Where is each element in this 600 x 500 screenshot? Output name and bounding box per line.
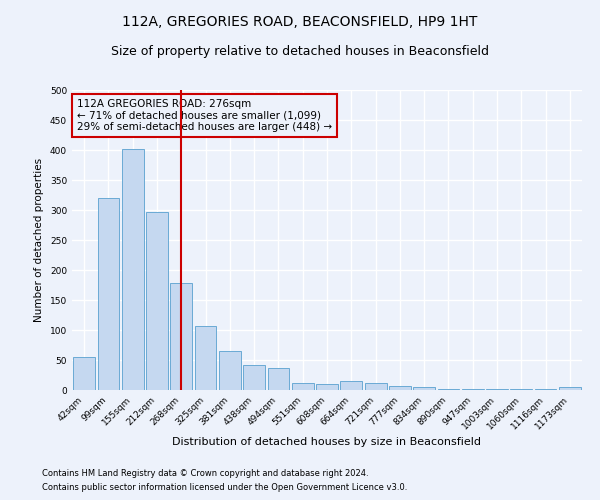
Bar xyxy=(340,381,362,390)
Text: Size of property relative to detached houses in Beaconsfield: Size of property relative to detached ho… xyxy=(111,45,489,58)
Bar xyxy=(194,326,217,390)
Bar xyxy=(292,383,314,390)
Bar xyxy=(316,384,338,390)
Bar xyxy=(243,365,265,390)
Text: 112A, GREGORIES ROAD, BEACONSFIELD, HP9 1HT: 112A, GREGORIES ROAD, BEACONSFIELD, HP9 … xyxy=(122,15,478,29)
Text: Contains public sector information licensed under the Open Government Licence v3: Contains public sector information licen… xyxy=(42,484,407,492)
Bar xyxy=(170,283,192,390)
Y-axis label: Number of detached properties: Number of detached properties xyxy=(34,158,44,322)
Bar xyxy=(268,368,289,390)
Bar xyxy=(146,212,168,390)
Bar xyxy=(73,357,95,390)
Bar xyxy=(365,384,386,390)
Text: 112A GREGORIES ROAD: 276sqm
← 71% of detached houses are smaller (1,099)
29% of : 112A GREGORIES ROAD: 276sqm ← 71% of det… xyxy=(77,99,332,132)
Bar xyxy=(559,387,581,390)
Bar xyxy=(122,150,143,390)
Bar xyxy=(389,386,411,390)
Bar xyxy=(219,351,241,390)
X-axis label: Distribution of detached houses by size in Beaconsfield: Distribution of detached houses by size … xyxy=(173,436,482,446)
Bar xyxy=(97,198,119,390)
Text: Contains HM Land Registry data © Crown copyright and database right 2024.: Contains HM Land Registry data © Crown c… xyxy=(42,468,368,477)
Bar xyxy=(437,389,460,390)
Bar xyxy=(413,387,435,390)
